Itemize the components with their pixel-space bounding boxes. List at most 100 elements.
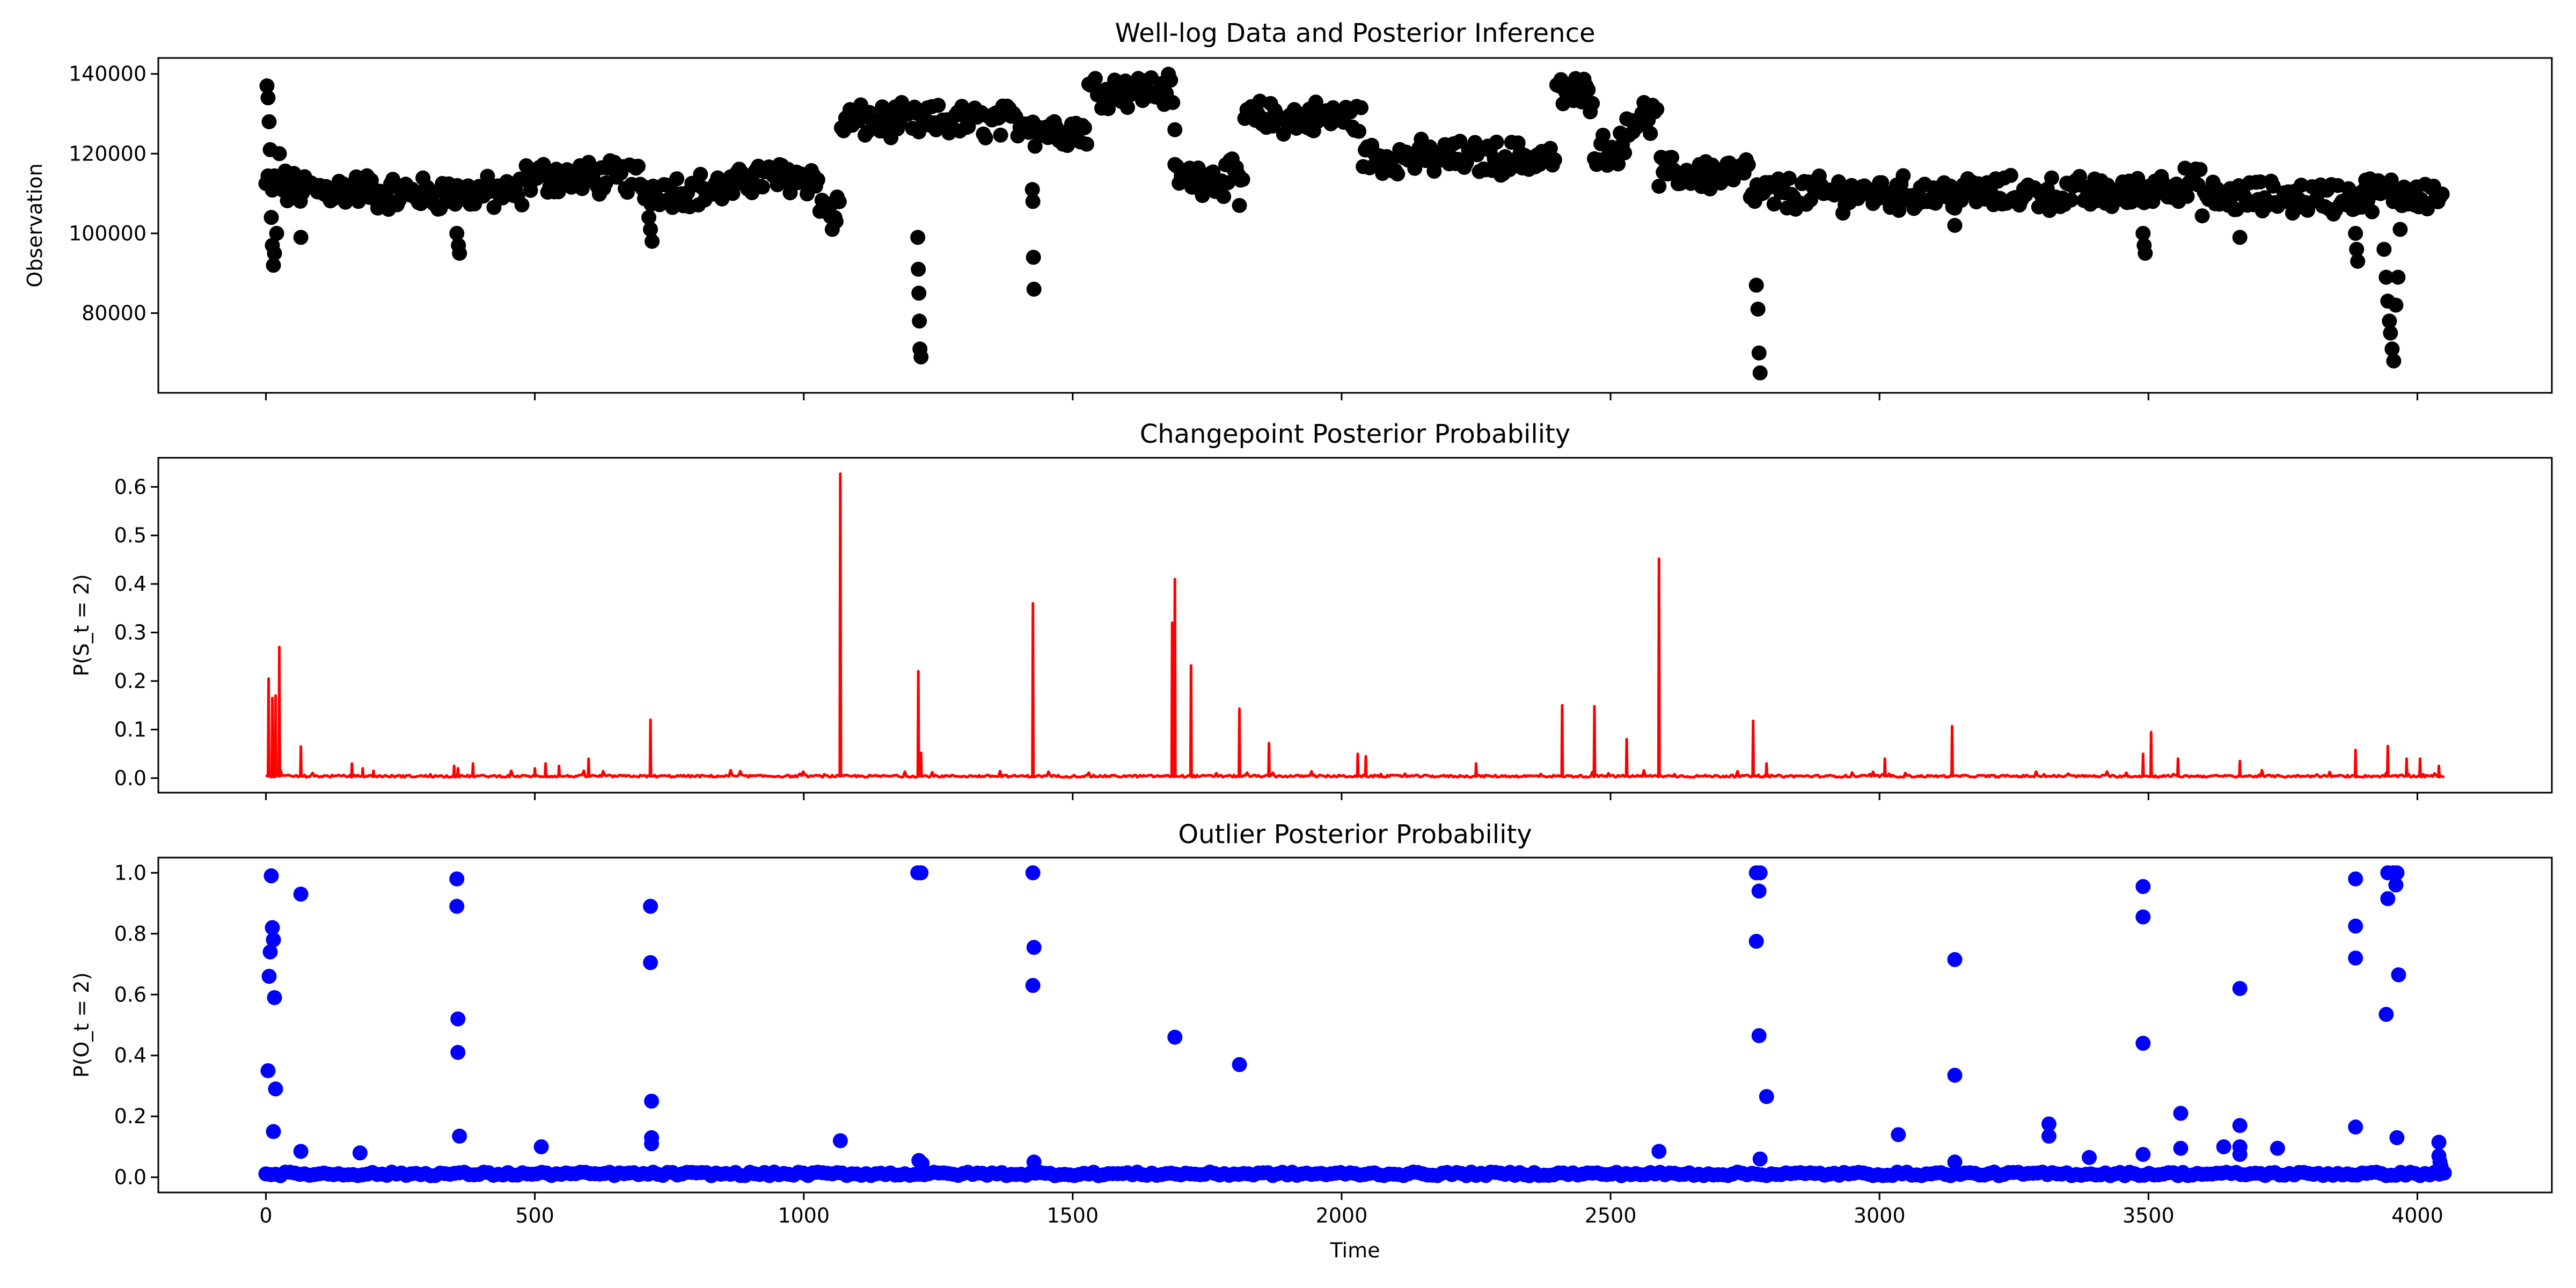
- y-tick-label: 120000: [69, 142, 147, 165]
- observation-point: [267, 246, 282, 261]
- observation-point: [1489, 134, 1504, 150]
- outlier-point: [2082, 1150, 2097, 1165]
- observation-point: [272, 146, 287, 162]
- observation-point: [1353, 100, 1369, 115]
- observation-point: [911, 261, 926, 277]
- observation-point: [1079, 136, 1094, 152]
- observation-point: [810, 172, 825, 187]
- outlier-point: [2041, 1116, 2057, 1132]
- observation-point: [2384, 341, 2400, 357]
- observation-point: [911, 124, 927, 140]
- observation-point: [2392, 222, 2408, 237]
- observation-point: [913, 349, 929, 365]
- outlier-point: [2135, 909, 2151, 925]
- observation-point: [1026, 281, 1042, 297]
- observation-point: [452, 246, 467, 261]
- x-tick-label: 0: [259, 1204, 272, 1227]
- observation-point: [2434, 186, 2450, 202]
- observation-point: [2390, 269, 2406, 285]
- observation-point: [828, 214, 844, 229]
- observation-point: [2192, 162, 2208, 177]
- outlier-point: [1947, 1154, 1963, 1170]
- observation-point: [641, 210, 657, 225]
- y-tick-label: 0.6: [114, 983, 147, 1006]
- observation-point: [1542, 141, 1558, 156]
- outlier-point: [352, 1145, 368, 1161]
- observation-point: [2003, 167, 2018, 183]
- observation-point: [1740, 157, 1756, 172]
- outlier-point: [2173, 1140, 2189, 1156]
- observation-point: [2265, 178, 2281, 194]
- y-tick-label: 0.1: [114, 718, 147, 741]
- observation-point: [993, 127, 1008, 143]
- observation-point: [2350, 253, 2366, 269]
- y-axis-label: P(S_t = 2): [70, 574, 93, 677]
- outlier-point: [2135, 879, 2151, 894]
- observation-point: [2156, 175, 2171, 191]
- outlier-point: [2388, 877, 2404, 893]
- observation-point: [2177, 160, 2193, 176]
- observation-point: [1596, 127, 1611, 143]
- observation-point: [631, 158, 646, 174]
- outlier-point: [264, 868, 279, 884]
- observation-point: [269, 225, 284, 241]
- y-tick-label: 100000: [69, 222, 147, 245]
- outlier-point: [1232, 1057, 1247, 1072]
- x-axis-label: Time: [1330, 1239, 1380, 1262]
- observation-point: [1643, 126, 1658, 141]
- y-tick-label: 1.0: [114, 861, 147, 884]
- observation-point: [693, 166, 708, 182]
- outlier-point: [1026, 1154, 1042, 1170]
- y-tick-label: 0.6: [114, 475, 147, 499]
- outlier-point: [2348, 871, 2363, 887]
- y-axis-label: Observation: [23, 163, 47, 287]
- axes-frame: [157, 57, 2553, 394]
- observation-point: [2130, 171, 2146, 186]
- outlier-point: [2232, 980, 2248, 996]
- outlier-point: [262, 944, 278, 960]
- y-tick-label: 0.4: [114, 1044, 147, 1067]
- observation-point: [725, 186, 741, 201]
- x-tick-label: 2500: [1585, 1204, 1637, 1227]
- outlier-point: [1167, 1029, 1183, 1045]
- observation-point: [449, 225, 465, 241]
- outlier-point: [261, 969, 277, 984]
- observation-point: [1766, 196, 1782, 212]
- x-tick-label: 1500: [1046, 1204, 1099, 1227]
- observation-point: [1087, 71, 1103, 86]
- observation-point: [931, 98, 946, 113]
- observation-point: [1220, 175, 1235, 191]
- observation-point: [260, 90, 276, 106]
- observation-point: [1750, 302, 1766, 317]
- observation-point: [2063, 192, 2079, 208]
- observation-point: [755, 179, 770, 195]
- observation-point: [1077, 120, 1092, 136]
- observation-point: [1649, 101, 1665, 117]
- observation-point: [1390, 166, 1406, 182]
- observation-point: [1026, 250, 1041, 265]
- outlier-point: [450, 1011, 466, 1027]
- observation-point: [1165, 95, 1181, 111]
- observation-point: [910, 230, 926, 245]
- outlier-point: [1026, 940, 1042, 955]
- outlier-point: [2173, 1106, 2189, 1121]
- observation-point: [734, 165, 749, 180]
- observation-point: [1120, 100, 1136, 115]
- outlier-point: [1025, 865, 1041, 881]
- observation-point: [2232, 230, 2248, 245]
- observation-point: [2382, 313, 2397, 329]
- outlier-point: [2434, 1163, 2450, 1179]
- plot-area: [258, 67, 2450, 380]
- observation-point: [2252, 174, 2268, 189]
- outlier-point: [2389, 1130, 2405, 1145]
- observation-point: [645, 233, 660, 249]
- outlier-point: [643, 898, 658, 914]
- observation-point: [978, 130, 993, 145]
- outlier-point: [1751, 883, 1767, 899]
- observation-point: [831, 194, 847, 209]
- outlier-point: [2389, 865, 2405, 881]
- observation-point: [2388, 297, 2404, 313]
- observation-point: [1947, 218, 1963, 233]
